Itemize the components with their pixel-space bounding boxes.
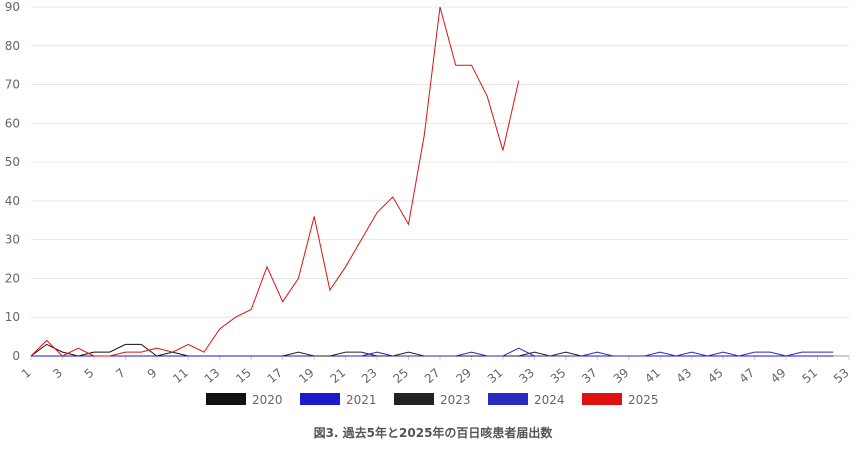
legend-item-2024[interactable]: 2024	[488, 393, 565, 407]
y-tick-label: 30	[5, 233, 20, 247]
x-tick-label: 13	[202, 366, 223, 387]
y-tick-label: 90	[5, 0, 20, 14]
y-tick-label: 0	[12, 349, 20, 363]
x-tick-label: 19	[296, 366, 317, 387]
x-tick-label: 37	[579, 366, 600, 387]
x-tick-label: 43	[674, 366, 695, 387]
x-tick-label: 51	[799, 366, 820, 387]
x-tick-label: 27	[422, 366, 443, 387]
series-line-2024	[345, 347, 834, 357]
x-tick-label: 5	[82, 366, 97, 382]
x-tick-label: 53	[831, 366, 852, 387]
x-tick-label: 49	[768, 366, 789, 387]
x-tick-label: 1	[19, 366, 34, 382]
legend-label: 2021	[346, 393, 377, 407]
y-tick-label: 80	[5, 39, 20, 53]
legend[interactable]: 2020 2021 2023 2024 2025	[206, 393, 659, 407]
x-tick-label: 31	[485, 366, 506, 387]
legend-label: 2025	[628, 393, 659, 407]
y-tick-label: 60	[5, 116, 20, 130]
x-tick-label: 41	[642, 366, 663, 387]
x-tick-label: 39	[611, 366, 632, 387]
legend-item-2025[interactable]: 2025	[582, 393, 659, 407]
x-tick-label: 35	[548, 366, 569, 387]
figure-caption: 図3. 過去5年と2025年の百日咳患者届出数	[313, 426, 553, 440]
legend-label: 2024	[534, 393, 565, 407]
x-tick-label: 29	[453, 366, 474, 387]
y-axis-ticks: 0 10 20 30 40 50 60 70 80 90	[5, 0, 20, 363]
legend-swatch	[582, 393, 622, 405]
x-tick-label: 7	[113, 366, 128, 382]
legend-swatch	[488, 393, 528, 405]
legend-swatch	[300, 393, 340, 405]
x-tick-label: 45	[705, 366, 726, 387]
y-tick-label: 50	[5, 155, 20, 169]
legend-swatch	[206, 393, 246, 405]
x-tick-label: 33	[516, 366, 537, 387]
series-line-2025	[30, 6, 520, 357]
y-tick-label: 70	[5, 78, 20, 92]
legend-item-2023[interactable]: 2023	[394, 393, 471, 407]
gridlines	[31, 6, 849, 357]
x-tick-label: 3	[50, 366, 65, 382]
x-tick-label: 9	[145, 366, 160, 382]
y-tick-label: 40	[5, 194, 20, 208]
series-line-2023	[282, 351, 582, 357]
x-tick-label: 11	[170, 366, 191, 387]
x-tick-label: 25	[390, 366, 411, 387]
x-tick-label: 21	[328, 366, 349, 387]
x-tick-label: 47	[737, 366, 758, 387]
legend-swatch	[394, 393, 434, 405]
legend-label: 2020	[252, 393, 283, 407]
y-tick-label: 20	[5, 271, 20, 285]
legend-item-2021[interactable]: 2021	[300, 393, 377, 407]
y-tick-label: 10	[5, 310, 20, 324]
x-axis-ticks: 1 3 5 7 9 11 13 15 17 19 21 23 25 27 29 31 33 35 37 39 41 43 4…	[19, 356, 852, 386]
legend-label: 2023	[440, 393, 471, 407]
series-lines	[30, 6, 834, 357]
legend-item-2020[interactable]: 2020	[206, 393, 283, 407]
x-tick-label: 17	[265, 366, 286, 387]
x-tick-label: 15	[233, 366, 254, 387]
x-tick-label: 23	[359, 366, 380, 387]
series-line-2020	[30, 343, 189, 357]
